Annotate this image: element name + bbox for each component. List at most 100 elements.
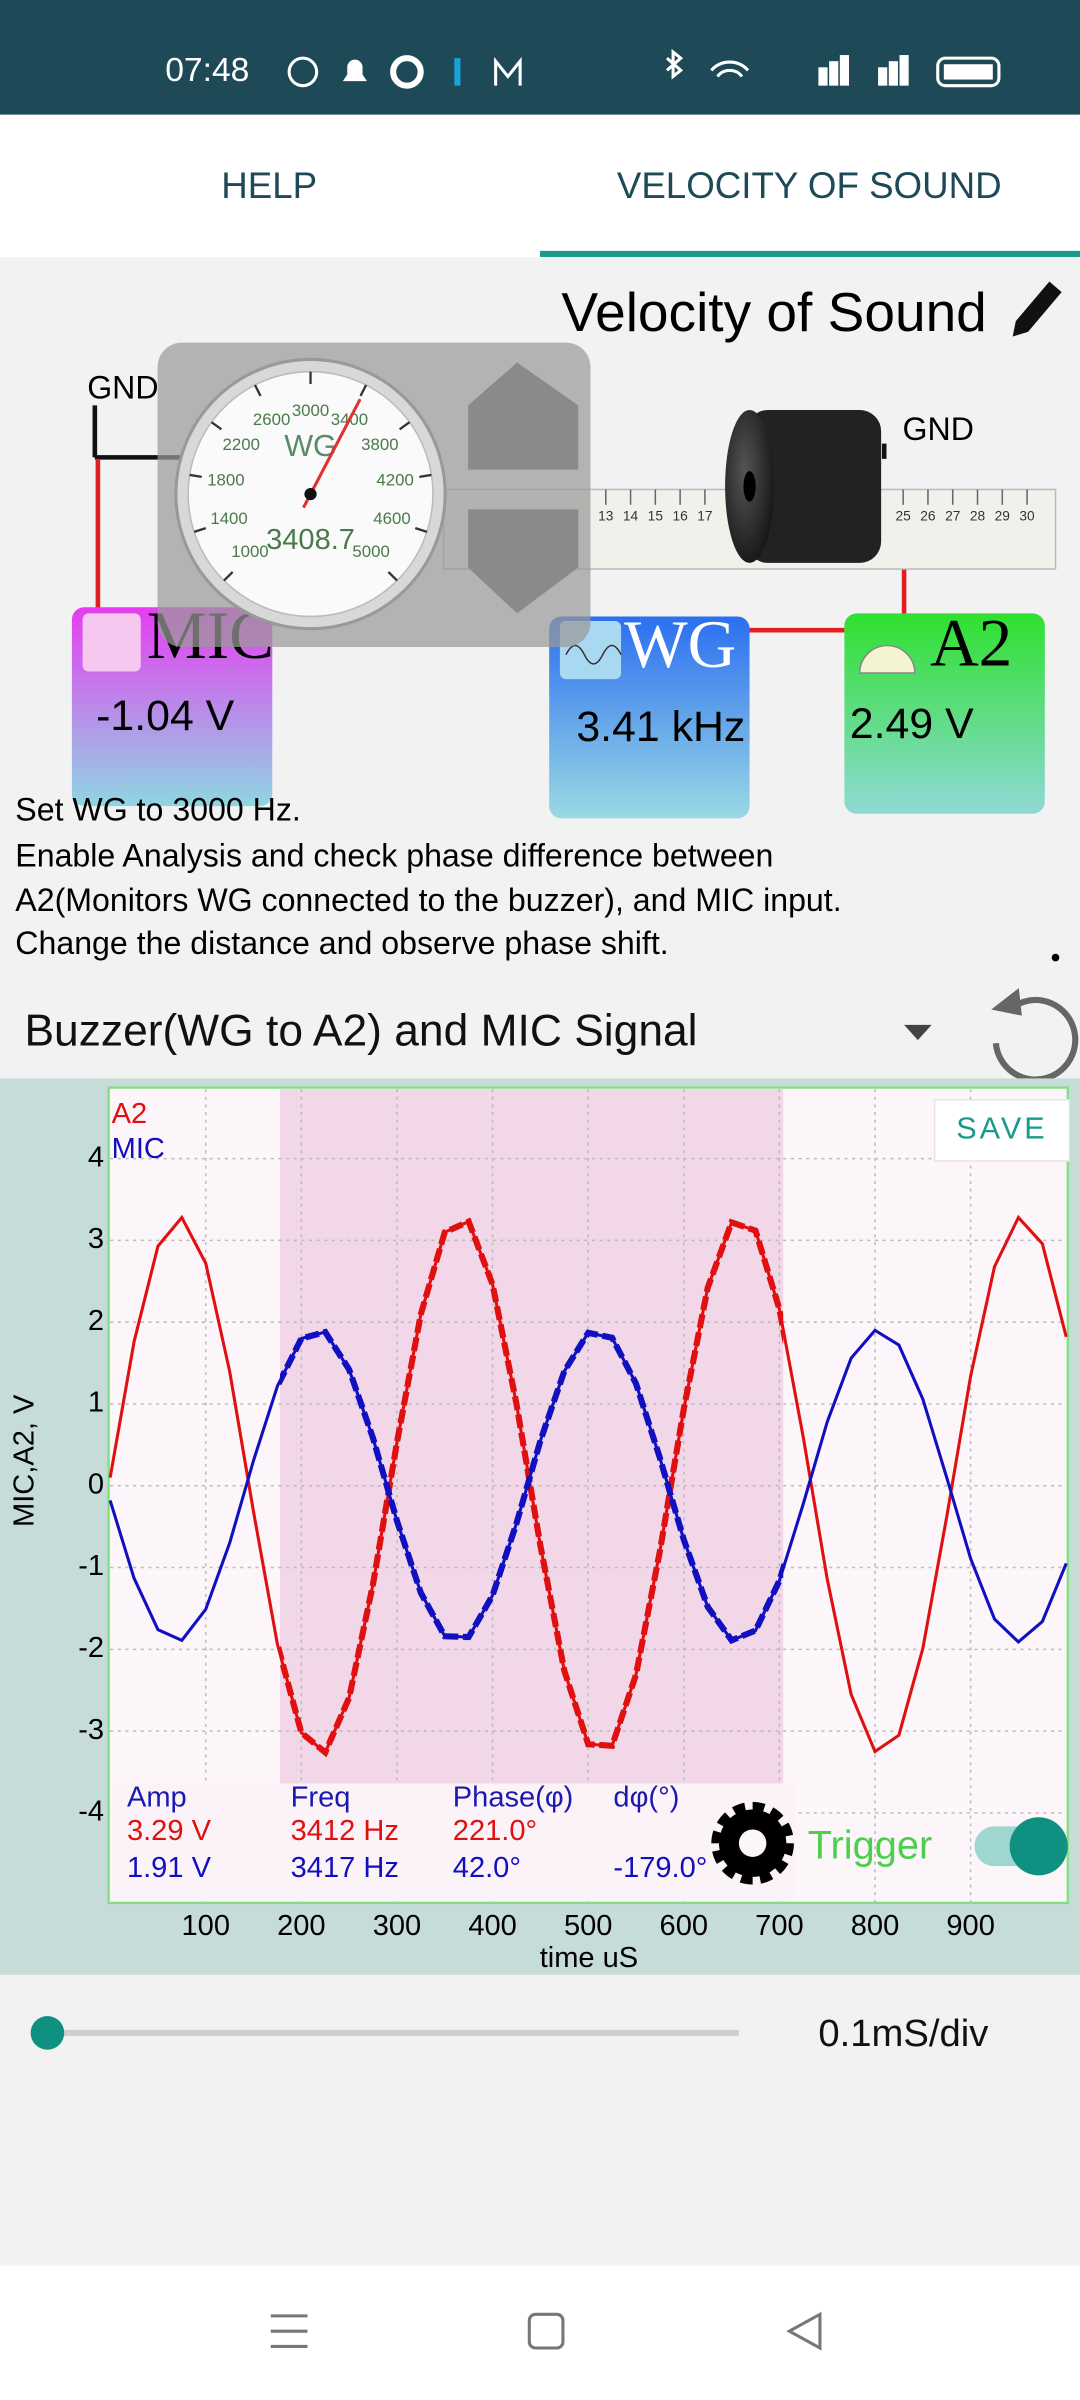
nav-back[interactable]	[786, 2311, 822, 2351]
gnd-label: GND	[903, 411, 974, 447]
ruler-label: 17	[697, 509, 712, 524]
y-tick-label: 1	[88, 1387, 104, 1419]
y-tick-label: 2	[88, 1305, 104, 1337]
x-tick-label: 600	[660, 1910, 708, 1942]
save-button[interactable]	[933, 1099, 1071, 1162]
ruler-label: 28	[970, 509, 986, 524]
y-tick-label: -2	[78, 1632, 104, 1664]
gauge-label: 2200	[223, 435, 260, 454]
x-tick-label: 500	[564, 1910, 612, 1942]
x-tick-label: 400	[468, 1910, 516, 1942]
gauge-tick	[253, 384, 262, 397]
y-tick-label: -4	[78, 1796, 104, 1828]
gauge-label: 2600	[253, 410, 290, 429]
legend-entry: MIC	[112, 1133, 165, 1165]
x-tick-label: 900	[946, 1910, 994, 1942]
gauge-panel: 1000140018002200260030003400380042004600…	[157, 342, 591, 648]
gauge-tick	[210, 421, 223, 431]
stats-box	[110, 1783, 796, 1902]
ruler-label: 27	[945, 509, 960, 524]
gauge-tick	[419, 473, 432, 478]
status-icons	[287, 48, 1001, 89]
timebase-label: 0.1mS/div	[818, 2012, 988, 2055]
x-axis-label: time uS	[540, 1942, 638, 1974]
decrease-button[interactable]	[468, 509, 579, 614]
gauge-hub	[304, 487, 317, 501]
gauge-tick	[414, 527, 428, 533]
nav-bar	[0, 2265, 1080, 2400]
wg-icon-wave	[565, 644, 622, 665]
dropdown-arrow[interactable]	[904, 1024, 932, 1041]
widget-value: 2.49 V	[850, 700, 974, 748]
stats: Amp Freq Phase(φ) dφ(°) 3.29 V 3412 Hz 221.0° 1…	[127, 1782, 707, 1884]
slider-thumb[interactable]	[30, 2016, 65, 2050]
tab[interactable]: VELOCITY OF SOUND	[617, 165, 1002, 206]
gauge-label: 3000	[292, 401, 329, 420]
trigger-label: Trigger	[808, 1823, 932, 1867]
gauge-label: 3800	[361, 435, 398, 454]
save-label: SAVE	[956, 1111, 1048, 1145]
x-tick-label: 700	[755, 1910, 803, 1942]
analysis-window	[279, 1089, 784, 1784]
x-tick-label: 800	[851, 1910, 899, 1942]
settings-icon[interactable]	[711, 1801, 794, 1885]
gauge-label: 1800	[207, 471, 244, 490]
tab-indicator	[540, 250, 1080, 257]
analysis-segment	[279, 1217, 784, 1758]
x-tick-label: 100	[182, 1910, 230, 1942]
stats-header: dφ(°)	[613, 1782, 679, 1814]
gauge-tick	[193, 527, 207, 533]
ruler-label: 15	[648, 509, 664, 524]
edit-icon[interactable]	[1012, 281, 1062, 337]
gauge-tick	[398, 421, 411, 431]
widget-value: -1.04 V	[96, 692, 235, 740]
y-axis-label: MIC,A2, V	[9, 1394, 41, 1527]
stats-cell: 3.29 V	[127, 1815, 212, 1847]
y-tick-label: -1	[78, 1550, 104, 1582]
ruler-label: 26	[920, 509, 936, 524]
stats-cell: 42.0°	[453, 1852, 521, 1884]
instruction: A2(Monitors WG connected to the buzzer),…	[15, 882, 841, 918]
slider-track[interactable]	[45, 2029, 739, 2036]
gauge-label: 4600	[373, 509, 410, 528]
gauge-label: 1400	[210, 509, 247, 528]
instruction: Enable Analysis and check phase differen…	[15, 838, 773, 874]
ruler-label: 30	[1019, 509, 1035, 524]
instruction: Change the distance and observe phase sh…	[15, 925, 668, 961]
ruler-label: 29	[995, 509, 1010, 524]
toggle-knob	[1009, 1817, 1068, 1876]
ruler-label: 13	[598, 509, 614, 524]
gauge-label: 1000	[231, 542, 268, 561]
dropdown[interactable]: Buzzer(WG to A2) and MIC Signal	[24, 1007, 697, 1056]
instruction: Set WG to 3000 Hz.	[15, 792, 301, 828]
y-tick-label: 3	[88, 1223, 104, 1255]
stats-cell: 221.0°	[453, 1815, 537, 1847]
ruler-label: 16	[672, 509, 688, 524]
gauge-label: 5000	[352, 542, 389, 561]
buzzer	[725, 409, 882, 563]
stats-header: Phase(φ)	[453, 1782, 574, 1814]
tab-bar	[0, 114, 1080, 257]
gnd-label: GND	[87, 370, 158, 406]
increase-button[interactable]	[468, 362, 579, 470]
stats-header: Amp	[127, 1782, 187, 1814]
stats-header: Freq	[291, 1782, 351, 1814]
clock: 07:48	[165, 52, 249, 89]
gauge-label: 4200	[376, 471, 413, 490]
stats-cell: -179.0°	[613, 1852, 707, 1884]
stats-cell: 3412 Hz	[291, 1815, 399, 1847]
widget-name: WG	[624, 607, 736, 682]
x-tick-label: 300	[373, 1910, 421, 1942]
status-bar	[0, 0, 1080, 115]
nav-menu[interactable]	[270, 2314, 308, 2348]
y-tick-label: 0	[88, 1468, 104, 1500]
y-tick-label: -3	[78, 1714, 104, 1746]
plot	[108, 1089, 1068, 1903]
experiment-title: Velocity of Sound	[561, 281, 986, 343]
nav-home[interactable]	[527, 2312, 565, 2350]
tab[interactable]: HELP	[221, 165, 317, 206]
reset-icon-arrow	[991, 988, 1022, 1016]
stats-cell: 3417 Hz	[291, 1852, 399, 1884]
reset-icon[interactable]	[992, 997, 1079, 1083]
